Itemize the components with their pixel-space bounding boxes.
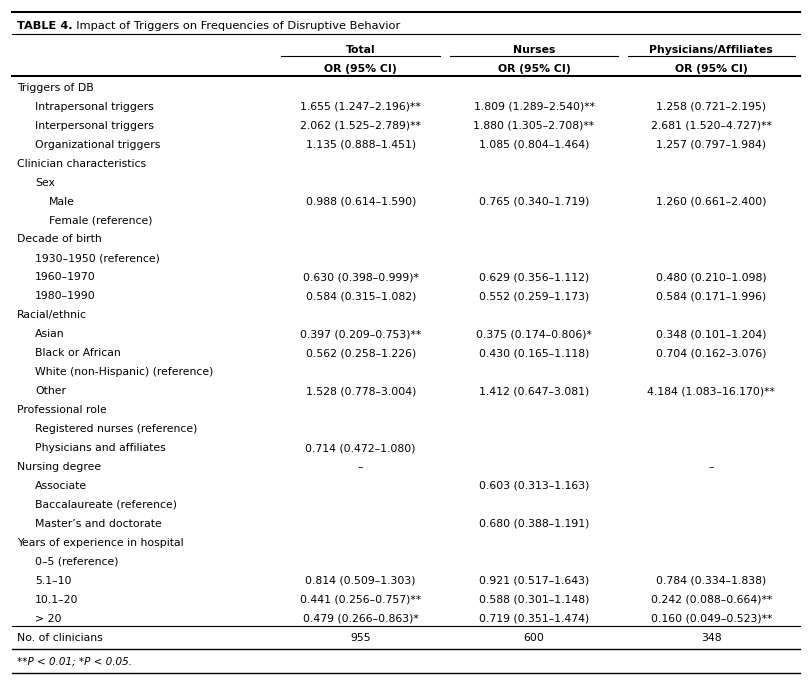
Text: 1.260 (0.661–2.400): 1.260 (0.661–2.400) xyxy=(655,197,766,206)
Text: 0.988 (0.614–1.590): 0.988 (0.614–1.590) xyxy=(305,197,415,206)
Text: 0.242 (0.088–0.664)**: 0.242 (0.088–0.664)** xyxy=(650,595,771,605)
Text: 0.552 (0.259–1.173): 0.552 (0.259–1.173) xyxy=(478,291,589,301)
Text: White (non-Hispanic) (reference): White (non-Hispanic) (reference) xyxy=(35,367,213,377)
Text: Nurses: Nurses xyxy=(513,45,555,55)
Text: 0.784 (0.334–1.838): 0.784 (0.334–1.838) xyxy=(655,576,766,585)
Text: 0.704 (0.162–3.076): 0.704 (0.162–3.076) xyxy=(655,348,766,358)
Text: 0.441 (0.256–0.757)**: 0.441 (0.256–0.757)** xyxy=(300,595,421,605)
Text: Other: Other xyxy=(35,386,66,396)
Text: OR (95% CI): OR (95% CI) xyxy=(324,64,397,74)
Text: 1930–1950 (reference): 1930–1950 (reference) xyxy=(35,254,160,263)
Text: > 20: > 20 xyxy=(35,613,62,624)
Text: 1.412 (0.647–3.081): 1.412 (0.647–3.081) xyxy=(478,386,589,396)
Text: 1.655 (1.247–2.196)**: 1.655 (1.247–2.196)** xyxy=(300,102,421,112)
Text: 0–5 (reference): 0–5 (reference) xyxy=(35,557,118,567)
Text: Interpersonal triggers: Interpersonal triggers xyxy=(35,121,154,131)
Text: Master’s and doctorate: Master’s and doctorate xyxy=(35,519,161,529)
Text: Decade of birth: Decade of birth xyxy=(17,234,101,245)
Text: 0.562 (0.258–1.226): 0.562 (0.258–1.226) xyxy=(305,348,415,358)
Text: 0.348 (0.101–1.204): 0.348 (0.101–1.204) xyxy=(655,329,766,339)
Text: –: – xyxy=(358,462,363,472)
Text: 1980–1990: 1980–1990 xyxy=(35,291,96,301)
Text: 0.921 (0.517–1.643): 0.921 (0.517–1.643) xyxy=(478,576,589,585)
Text: 0.397 (0.209–0.753)**: 0.397 (0.209–0.753)** xyxy=(300,329,421,339)
Text: 600: 600 xyxy=(523,633,544,643)
Text: 0.629 (0.356–1.112): 0.629 (0.356–1.112) xyxy=(478,273,589,282)
Text: 1960–1970: 1960–1970 xyxy=(35,273,96,282)
Text: 2.062 (1.525–2.789)**: 2.062 (1.525–2.789)** xyxy=(300,121,421,131)
Text: 0.584 (0.171–1.996): 0.584 (0.171–1.996) xyxy=(655,291,766,301)
Text: 0.584 (0.315–1.082): 0.584 (0.315–1.082) xyxy=(305,291,415,301)
Text: 5.1–10: 5.1–10 xyxy=(35,576,71,585)
Text: TABLE 4.: TABLE 4. xyxy=(17,21,72,31)
Text: –: – xyxy=(708,462,713,472)
Text: 0.480 (0.210–1.098): 0.480 (0.210–1.098) xyxy=(655,273,766,282)
Text: 2.681 (1.520–4.727)**: 2.681 (1.520–4.727)** xyxy=(650,121,770,131)
Text: 0.603 (0.313–1.163): 0.603 (0.313–1.163) xyxy=(478,481,589,491)
Text: 0.719 (0.351–1.474): 0.719 (0.351–1.474) xyxy=(478,613,589,624)
Text: OR (95% CI): OR (95% CI) xyxy=(674,64,747,74)
Text: 0.814 (0.509–1.303): 0.814 (0.509–1.303) xyxy=(305,576,415,585)
Text: Registered nurses (reference): Registered nurses (reference) xyxy=(35,424,197,434)
Text: 10.1–20: 10.1–20 xyxy=(35,595,79,605)
Text: 1.528 (0.778–3.004): 1.528 (0.778–3.004) xyxy=(305,386,415,396)
Text: 1.135 (0.888–1.451): 1.135 (0.888–1.451) xyxy=(305,139,415,150)
Text: 1.085 (0.804–1.464): 1.085 (0.804–1.464) xyxy=(478,139,589,150)
Text: Nursing degree: Nursing degree xyxy=(17,462,101,472)
Text: Triggers of DB: Triggers of DB xyxy=(17,83,93,93)
Text: Racial/ethnic: Racial/ethnic xyxy=(17,310,87,321)
Text: OR (95% CI): OR (95% CI) xyxy=(497,64,569,74)
Text: 1.880 (1.305–2.708)**: 1.880 (1.305–2.708)** xyxy=(473,121,594,131)
Text: Total: Total xyxy=(345,45,375,55)
Text: No. of clinicians: No. of clinicians xyxy=(17,633,103,643)
Text: 0.765 (0.340–1.719): 0.765 (0.340–1.719) xyxy=(478,197,589,206)
Text: 1.809 (1.289–2.540)**: 1.809 (1.289–2.540)** xyxy=(473,102,594,112)
Text: 1.258 (0.721–2.195): 1.258 (0.721–2.195) xyxy=(655,102,766,112)
Text: 4.184 (1.083–16.170)**: 4.184 (1.083–16.170)** xyxy=(646,386,775,396)
Text: 0.714 (0.472–1.080): 0.714 (0.472–1.080) xyxy=(305,443,415,453)
Text: Physicians and affiliates: Physicians and affiliates xyxy=(35,443,165,453)
Text: 0.375 (0.174–0.806)*: 0.375 (0.174–0.806)* xyxy=(475,329,591,339)
Text: 0.430 (0.165–1.118): 0.430 (0.165–1.118) xyxy=(478,348,589,358)
Text: Intrapersonal triggers: Intrapersonal triggers xyxy=(35,102,153,112)
Text: 1.257 (0.797–1.984): 1.257 (0.797–1.984) xyxy=(655,139,766,150)
Text: Asian: Asian xyxy=(35,329,65,339)
Text: Black or African: Black or African xyxy=(35,348,121,358)
Text: 0.680 (0.388–1.191): 0.680 (0.388–1.191) xyxy=(478,519,589,529)
Text: Organizational triggers: Organizational triggers xyxy=(35,139,161,150)
Text: Years of experience in hospital: Years of experience in hospital xyxy=(17,538,183,548)
Text: Baccalaureate (reference): Baccalaureate (reference) xyxy=(35,500,177,510)
Text: Physicians/Affiliates: Physicians/Affiliates xyxy=(649,45,772,55)
Text: 0.630 (0.398–0.999)*: 0.630 (0.398–0.999)* xyxy=(303,273,418,282)
Text: 348: 348 xyxy=(700,633,721,643)
Text: Impact of Triggers on Frequencies of Disruptive Behavior: Impact of Triggers on Frequencies of Dis… xyxy=(69,21,400,31)
Text: 0.588 (0.301–1.148): 0.588 (0.301–1.148) xyxy=(478,595,589,605)
Text: Professional role: Professional role xyxy=(17,405,106,415)
Text: 0.160 (0.049–0.523)**: 0.160 (0.049–0.523)** xyxy=(650,613,771,624)
Text: 0.479 (0.266–0.863)*: 0.479 (0.266–0.863)* xyxy=(303,613,418,624)
Text: Associate: Associate xyxy=(35,481,87,491)
Text: Female (reference): Female (reference) xyxy=(49,215,152,226)
Text: **P < 0.01; *P < 0.05.: **P < 0.01; *P < 0.05. xyxy=(17,657,132,666)
Text: 955: 955 xyxy=(350,633,371,643)
Text: Clinician characteristics: Clinician characteristics xyxy=(17,159,146,169)
Text: Male: Male xyxy=(49,197,75,206)
Text: Sex: Sex xyxy=(35,178,55,187)
